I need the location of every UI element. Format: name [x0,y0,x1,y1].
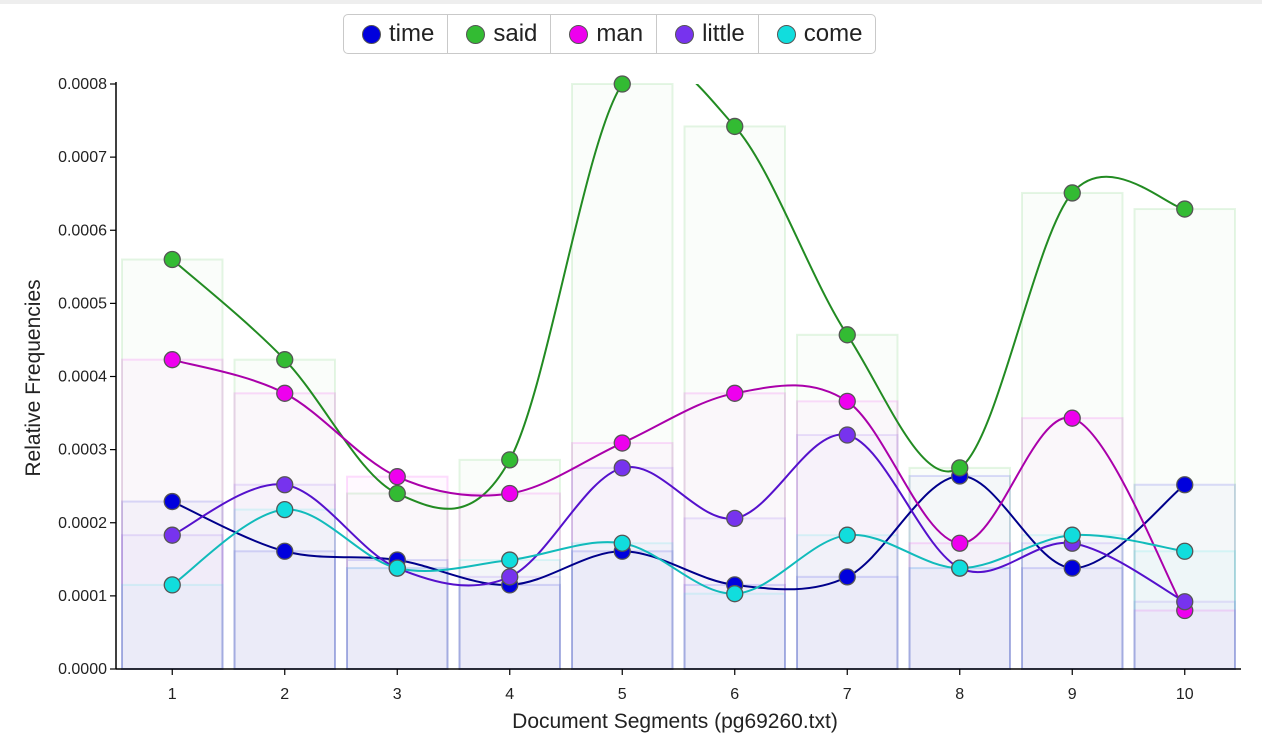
point-time-1[interactable] [163,492,181,511]
point-little-4[interactable] [501,568,519,586]
legend-item-come[interactable]: come [759,15,876,53]
point-little-10[interactable] [1176,593,1194,611]
point-little-7[interactable] [838,426,856,444]
point-little-1[interactable] [163,526,181,544]
x-tick-label: 8 [955,686,964,703]
line-said [171,84,1185,510]
point-little-2[interactable] [276,476,294,494]
y-axis-title: Relative Frequencies [22,279,45,476]
bars-layer [121,83,1236,671]
bar-come-2 [233,508,336,670]
x-tick-label: 3 [393,686,402,703]
point-little-5[interactable] [613,459,631,477]
point-come-10[interactable] [1176,542,1194,560]
point-said-10[interactable] [1176,200,1194,218]
point-said-8[interactable] [951,459,969,477]
point-man-1[interactable] [163,351,181,369]
x-tick-label: 2 [280,686,289,703]
x-tick-label: 7 [843,686,852,703]
point-man-4[interactable] [501,484,519,503]
point-said-2[interactable] [276,351,294,369]
point-said-3[interactable] [388,484,406,503]
y-tick-label: 0.0001 [58,588,107,605]
y-tick-label: 0.0005 [58,295,107,312]
chart-legend: time said man little come [343,14,877,54]
legend-label-time: time [389,20,435,47]
legend-label-man: man [596,20,644,47]
point-come-7[interactable] [838,526,856,544]
bar-come-3 [346,567,449,671]
axes-layer: 0.0000 0.0001 0.0002 0.0003 0.0004 0.0005 0.00… [58,76,1241,703]
point-man-3[interactable] [388,468,406,486]
line-come [171,508,1185,595]
point-man-8[interactable] [951,534,969,552]
point-come-2[interactable] [276,500,294,519]
point-man-2[interactable] [276,384,294,402]
x-tick-label: 1 [168,686,177,703]
point-man-9[interactable] [1063,409,1081,427]
legend-label-said: said [493,20,538,47]
legend-swatch-come [776,24,796,44]
legend-swatch-time [362,24,381,44]
bar-come-1 [121,583,224,670]
point-said-1[interactable] [163,250,181,269]
y-tick-label: 0.0007 [58,149,107,166]
legend-swatch-man [569,24,589,44]
legend-item-time[interactable]: time [344,15,449,53]
bar-come-8 [908,567,1011,671]
point-said-7[interactable] [838,326,856,344]
y-tick-label: 0.0008 [58,76,107,93]
bar-come-6 [683,592,786,671]
x-tick-label: 9 [1068,686,1077,703]
legend-label-little: little [702,20,745,47]
point-man-5[interactable] [613,434,631,452]
legend-label-come: come [803,20,863,47]
legend-item-said[interactable]: said [448,15,552,53]
point-come-6[interactable] [726,585,744,603]
point-time-9[interactable] [1063,559,1081,577]
top-bar [0,0,1262,4]
y-tick-label: 0.0006 [58,222,107,239]
point-time-7[interactable] [838,568,856,586]
legend-item-little[interactable]: little [657,15,759,53]
y-tick-label: 0.0004 [58,369,107,386]
point-man-7[interactable] [838,392,856,411]
legend-item-man[interactable]: man [551,15,658,53]
x-tick-label: 6 [730,686,739,703]
point-said-6[interactable] [726,117,744,136]
y-tick-label: 0.0003 [58,442,107,459]
legend-swatch-little [675,24,695,44]
point-come-8[interactable] [951,559,969,577]
point-time-2[interactable] [276,542,294,560]
point-said-9[interactable] [1063,184,1081,202]
x-tick-label: 5 [618,686,627,703]
point-come-5[interactable] [613,534,631,552]
point-come-3[interactable] [388,559,406,577]
x-tick-label: 10 [1176,686,1194,703]
bar-come-5 [571,542,674,670]
y-tick-label: 0.0002 [58,515,107,532]
point-come-4[interactable] [501,551,519,569]
x-tick-label: 4 [505,686,514,703]
point-time-10[interactable] [1176,476,1194,494]
point-said-4[interactable] [501,451,519,469]
line-little [171,433,1186,603]
bar-come-7 [796,534,899,671]
point-come-1[interactable] [163,576,181,594]
point-man-6[interactable] [726,384,744,402]
x-axis-title: Document Segments (pg69260.txt) [512,710,838,733]
y-tick-label: 0.0000 [58,661,107,678]
point-come-9[interactable] [1063,526,1081,544]
lines-layer [171,84,1186,612]
point-said-5[interactable] [613,75,631,93]
points-layer [163,75,1194,620]
legend-swatch-said [466,24,486,44]
point-little-6[interactable] [726,509,744,528]
line-time [171,474,1186,591]
